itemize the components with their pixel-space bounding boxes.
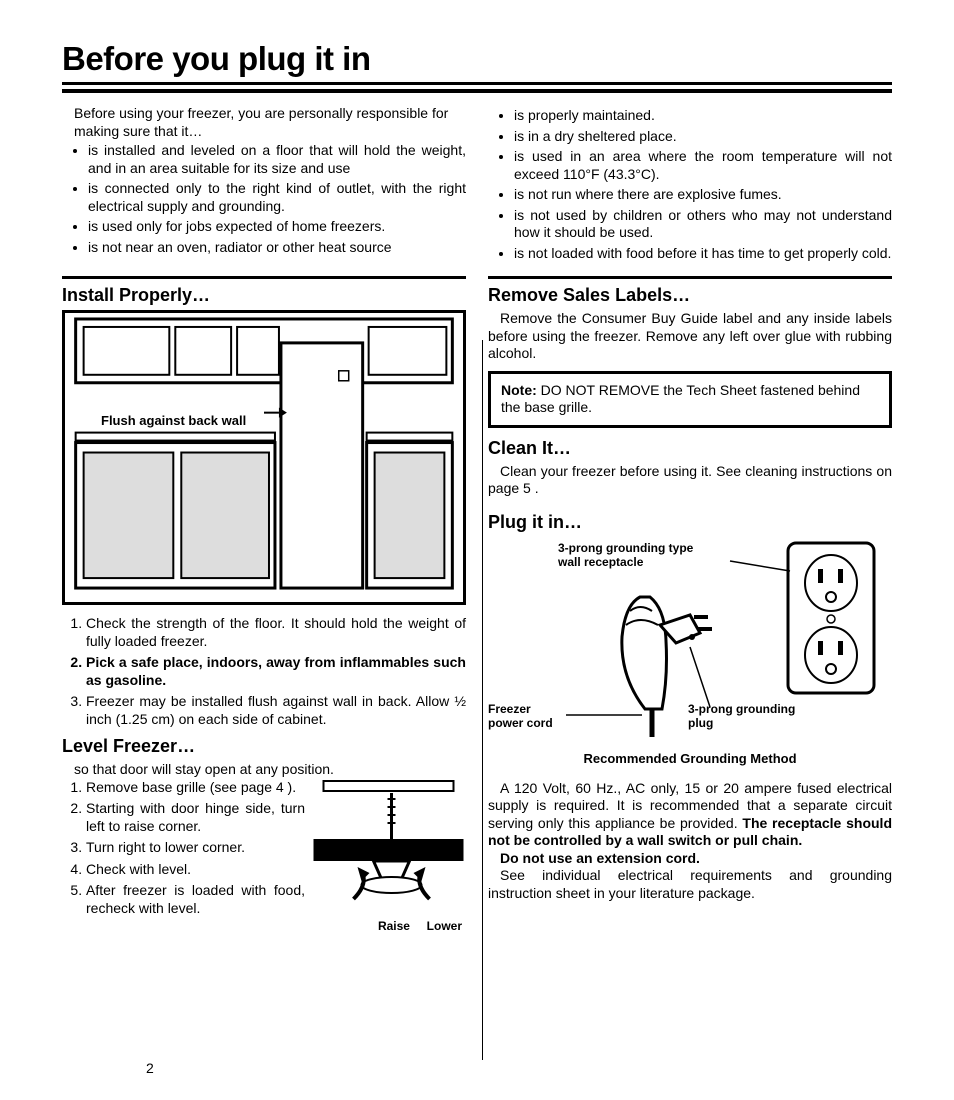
bullet: is properly maintained. [514,107,892,125]
remove-title: Remove Sales Labels… [488,285,892,306]
level-intro: so that door will stay open at any posit… [62,761,466,779]
install-title: Install Properly… [62,285,466,306]
body-col-right: Remove Sales Labels… Remove the Consumer… [488,268,892,933]
list-item: Pick a safe place, indoors, away from in… [86,654,466,689]
bullet: is used only for jobs expected of home f… [88,218,466,236]
plug-title: Plug it in… [488,512,892,533]
intro-col-left: Before using your freezer, you are perso… [62,105,466,268]
page-number: 2 [146,1060,154,1076]
clean-title: Clean It… [488,438,892,459]
plug-illustration: 3-prong grounding type wall receptacle F… [488,537,892,747]
note-text: DO NOT REMOVE the Tech Sheet fastened be… [501,382,860,416]
bullet: is connected only to the right kind of o… [88,180,466,215]
intro-columns: Before using your freezer, you are perso… [62,105,892,268]
rule [62,276,466,279]
intro-bullets-left: is installed and leveled on a floor that… [62,142,466,256]
rule-top [62,89,892,93]
install-list: Check the strength of the floor. It shou… [62,615,466,728]
leveler-illustration [311,779,466,909]
intro-col-right: is properly maintained. is in a dry shel… [488,105,892,268]
bullet: is used in an area where the room temper… [514,148,892,183]
body-col-left: Install Properly… [62,268,466,933]
level-title: Level Freezer… [62,736,466,757]
install-illustration: Flush against back wall [62,310,466,605]
raise-lower-labels: Raise Lower [62,919,466,933]
note-box: Note: DO NOT REMOVE the Tech Sheet faste… [488,371,892,428]
raise-label: Raise [378,919,410,933]
column-divider [482,340,483,1060]
plug-caption: Recommended Grounding Method [488,751,892,766]
list-item: Freezer may be installed flush against w… [86,693,466,728]
bullet: is installed and leveled on a floor that… [88,142,466,177]
leveler-svg [311,779,466,909]
bullet: is in a dry sheltered place. [514,128,892,146]
bullet: is not used by children or others who ma… [514,207,892,242]
flush-label: Flush against back wall [101,413,246,428]
rule [488,276,892,279]
remove-text: Remove the Consumer Buy Guide label and … [488,310,892,363]
cord-label: Freezer power cord [488,702,568,730]
receptacle-label: 3-prong grounding type wall receptacle [558,541,708,569]
body-columns: Install Properly… [62,268,892,933]
intro-bullets-right: is properly maintained. is in a dry shel… [488,107,892,262]
clean-text: Clean your freezer before using it. See … [488,463,892,498]
bullet: is not near an oven, radiator or other h… [88,239,466,257]
intro-text: Before using your freezer, you are perso… [62,105,466,140]
bullet: is not run where there are explosive fum… [514,186,892,204]
plug-para-2: Do not use an extension cord. [488,850,892,868]
bullet: is not loaded with food before it has ti… [514,245,892,263]
plug-para-3: See individual electrical requirements a… [488,867,892,902]
plug-para-1: A 120 Volt, 60 Hz., AC only, 15 or 20 am… [488,780,892,850]
page: Before you plug it in Before using your … [0,0,954,1100]
kitchen-svg [65,313,463,602]
lower-label: Lower [427,919,462,933]
note-label: Note: [501,382,537,398]
plug-label: 3-prong grounding plug [688,702,798,730]
page-title: Before you plug it in [62,40,892,85]
list-item: Check the strength of the floor. It shou… [86,615,466,650]
